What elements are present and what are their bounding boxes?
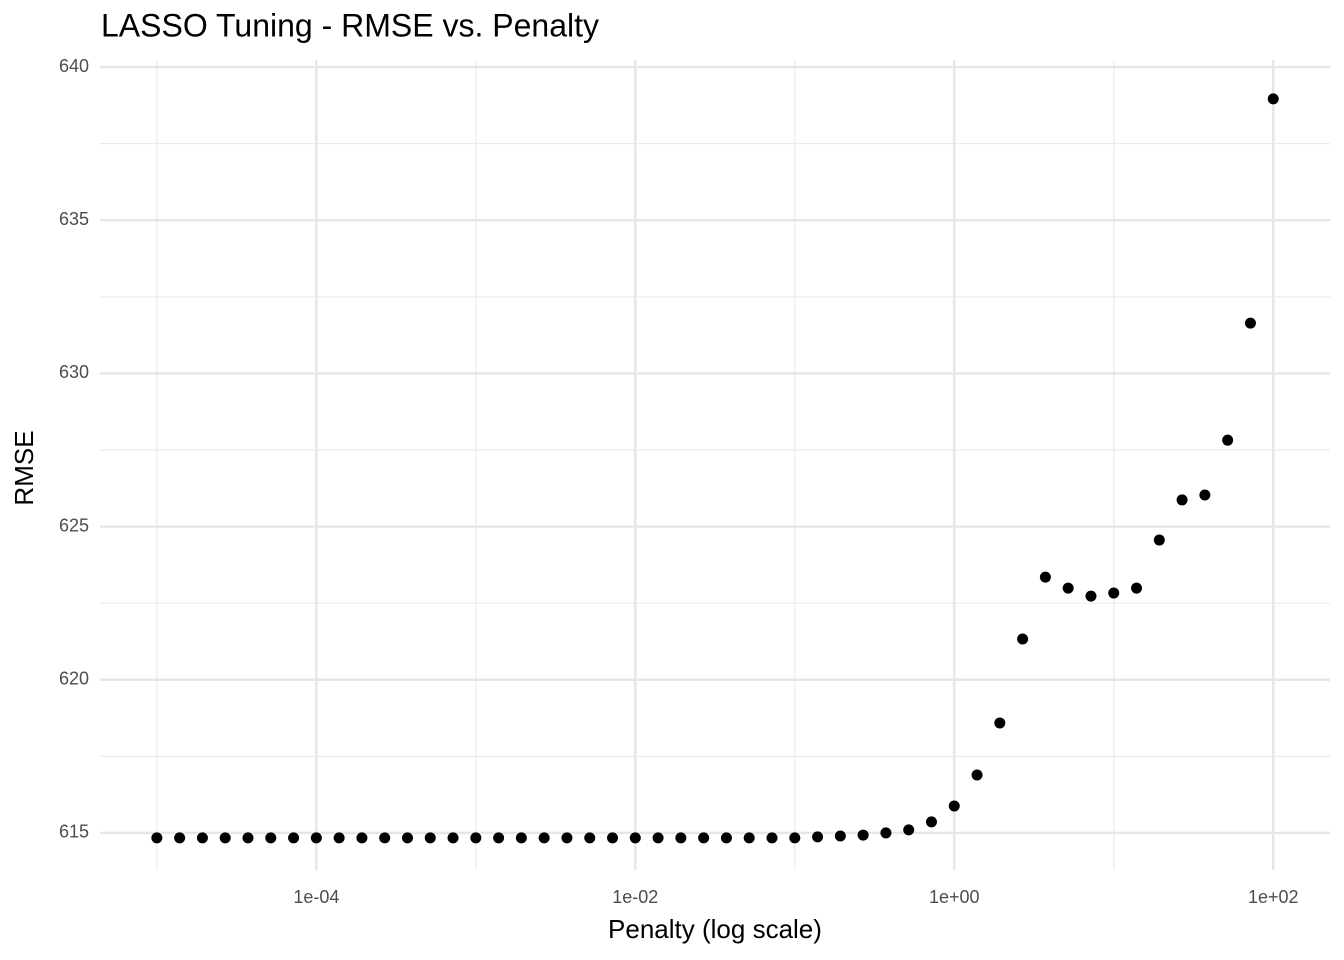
point <box>288 832 300 844</box>
point <box>880 827 892 839</box>
point <box>538 832 550 844</box>
point <box>834 830 846 842</box>
point <box>1062 582 1074 594</box>
point <box>447 832 459 844</box>
point <box>515 832 527 844</box>
point <box>1017 633 1029 645</box>
point <box>1108 587 1120 599</box>
point <box>1085 590 1097 602</box>
point <box>994 717 1006 729</box>
point <box>356 832 368 844</box>
y-axis-label: RMSE <box>9 430 39 505</box>
point <box>196 832 208 844</box>
y-tick-label: 615 <box>59 822 89 842</box>
points <box>151 93 1279 844</box>
point <box>1039 571 1051 583</box>
point <box>652 832 664 844</box>
point <box>903 824 915 836</box>
point <box>698 832 710 844</box>
chart-title: LASSO Tuning - RMSE vs. Penalty <box>101 7 599 43</box>
x-tick-label: 1e-02 <box>612 887 658 907</box>
point <box>1244 317 1256 329</box>
point <box>948 800 960 812</box>
x-tick-label: 1e-04 <box>293 887 339 907</box>
point <box>812 831 824 843</box>
point <box>1153 534 1165 546</box>
x-axis-label: Penalty (log scale) <box>608 914 822 944</box>
point <box>1222 434 1234 446</box>
point <box>265 832 277 844</box>
point <box>971 769 983 781</box>
point <box>607 832 619 844</box>
point <box>219 832 231 844</box>
grid: 1e-04 1e-02 1e+00 1e+02 615 620 625 630 635 640 <box>59 56 1330 907</box>
y-tick-label: 635 <box>59 209 89 229</box>
point <box>561 832 573 844</box>
point <box>675 832 687 844</box>
point <box>310 832 322 844</box>
x-tick-label: 1e+00 <box>929 887 980 907</box>
point <box>1199 489 1211 501</box>
point <box>857 829 869 841</box>
y-tick-label: 620 <box>59 669 89 689</box>
point <box>1176 494 1188 506</box>
point <box>333 832 345 844</box>
point <box>743 832 755 844</box>
y-tick-label: 640 <box>59 56 89 76</box>
point <box>1131 582 1143 594</box>
point <box>584 832 596 844</box>
y-tick-label: 630 <box>59 362 89 382</box>
y-tick-label: 625 <box>59 515 89 535</box>
point <box>174 832 186 844</box>
point <box>151 832 163 844</box>
point <box>493 832 505 844</box>
point <box>470 832 482 844</box>
point <box>629 832 641 844</box>
point <box>766 832 778 844</box>
point <box>925 816 937 828</box>
point <box>720 832 732 844</box>
point <box>401 832 413 844</box>
point <box>789 832 801 844</box>
point <box>424 832 436 844</box>
point <box>242 832 254 844</box>
x-tick-label: 1e+02 <box>1248 887 1299 907</box>
point <box>1267 93 1279 105</box>
point <box>379 832 391 844</box>
